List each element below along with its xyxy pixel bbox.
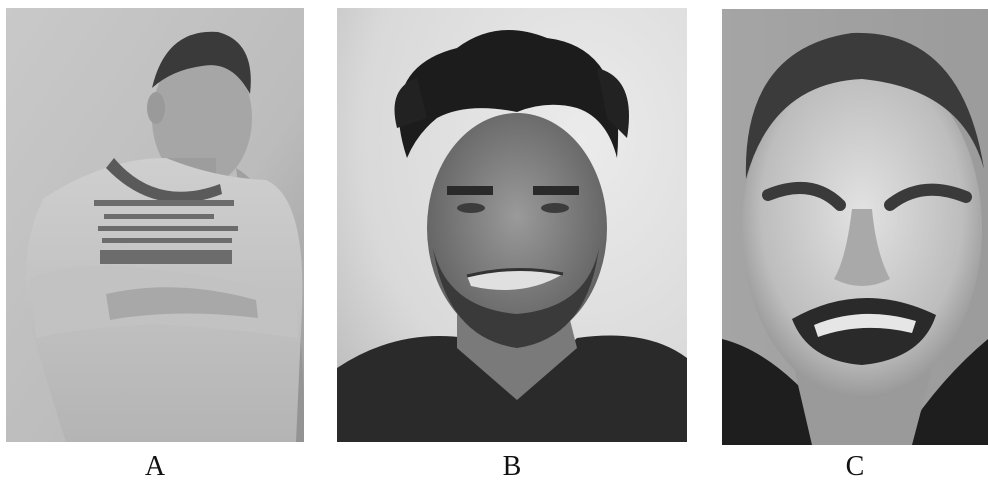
photo-panel-b (337, 8, 687, 442)
caption-a: A (144, 451, 166, 482)
photo-a-image (6, 8, 304, 442)
photo-b-image (337, 8, 687, 442)
caption-b: B (502, 451, 522, 482)
caption-c: C (845, 451, 865, 482)
photo-c-image (722, 9, 988, 445)
photo-panel-a (6, 8, 304, 442)
photo-panel-c (722, 9, 988, 445)
